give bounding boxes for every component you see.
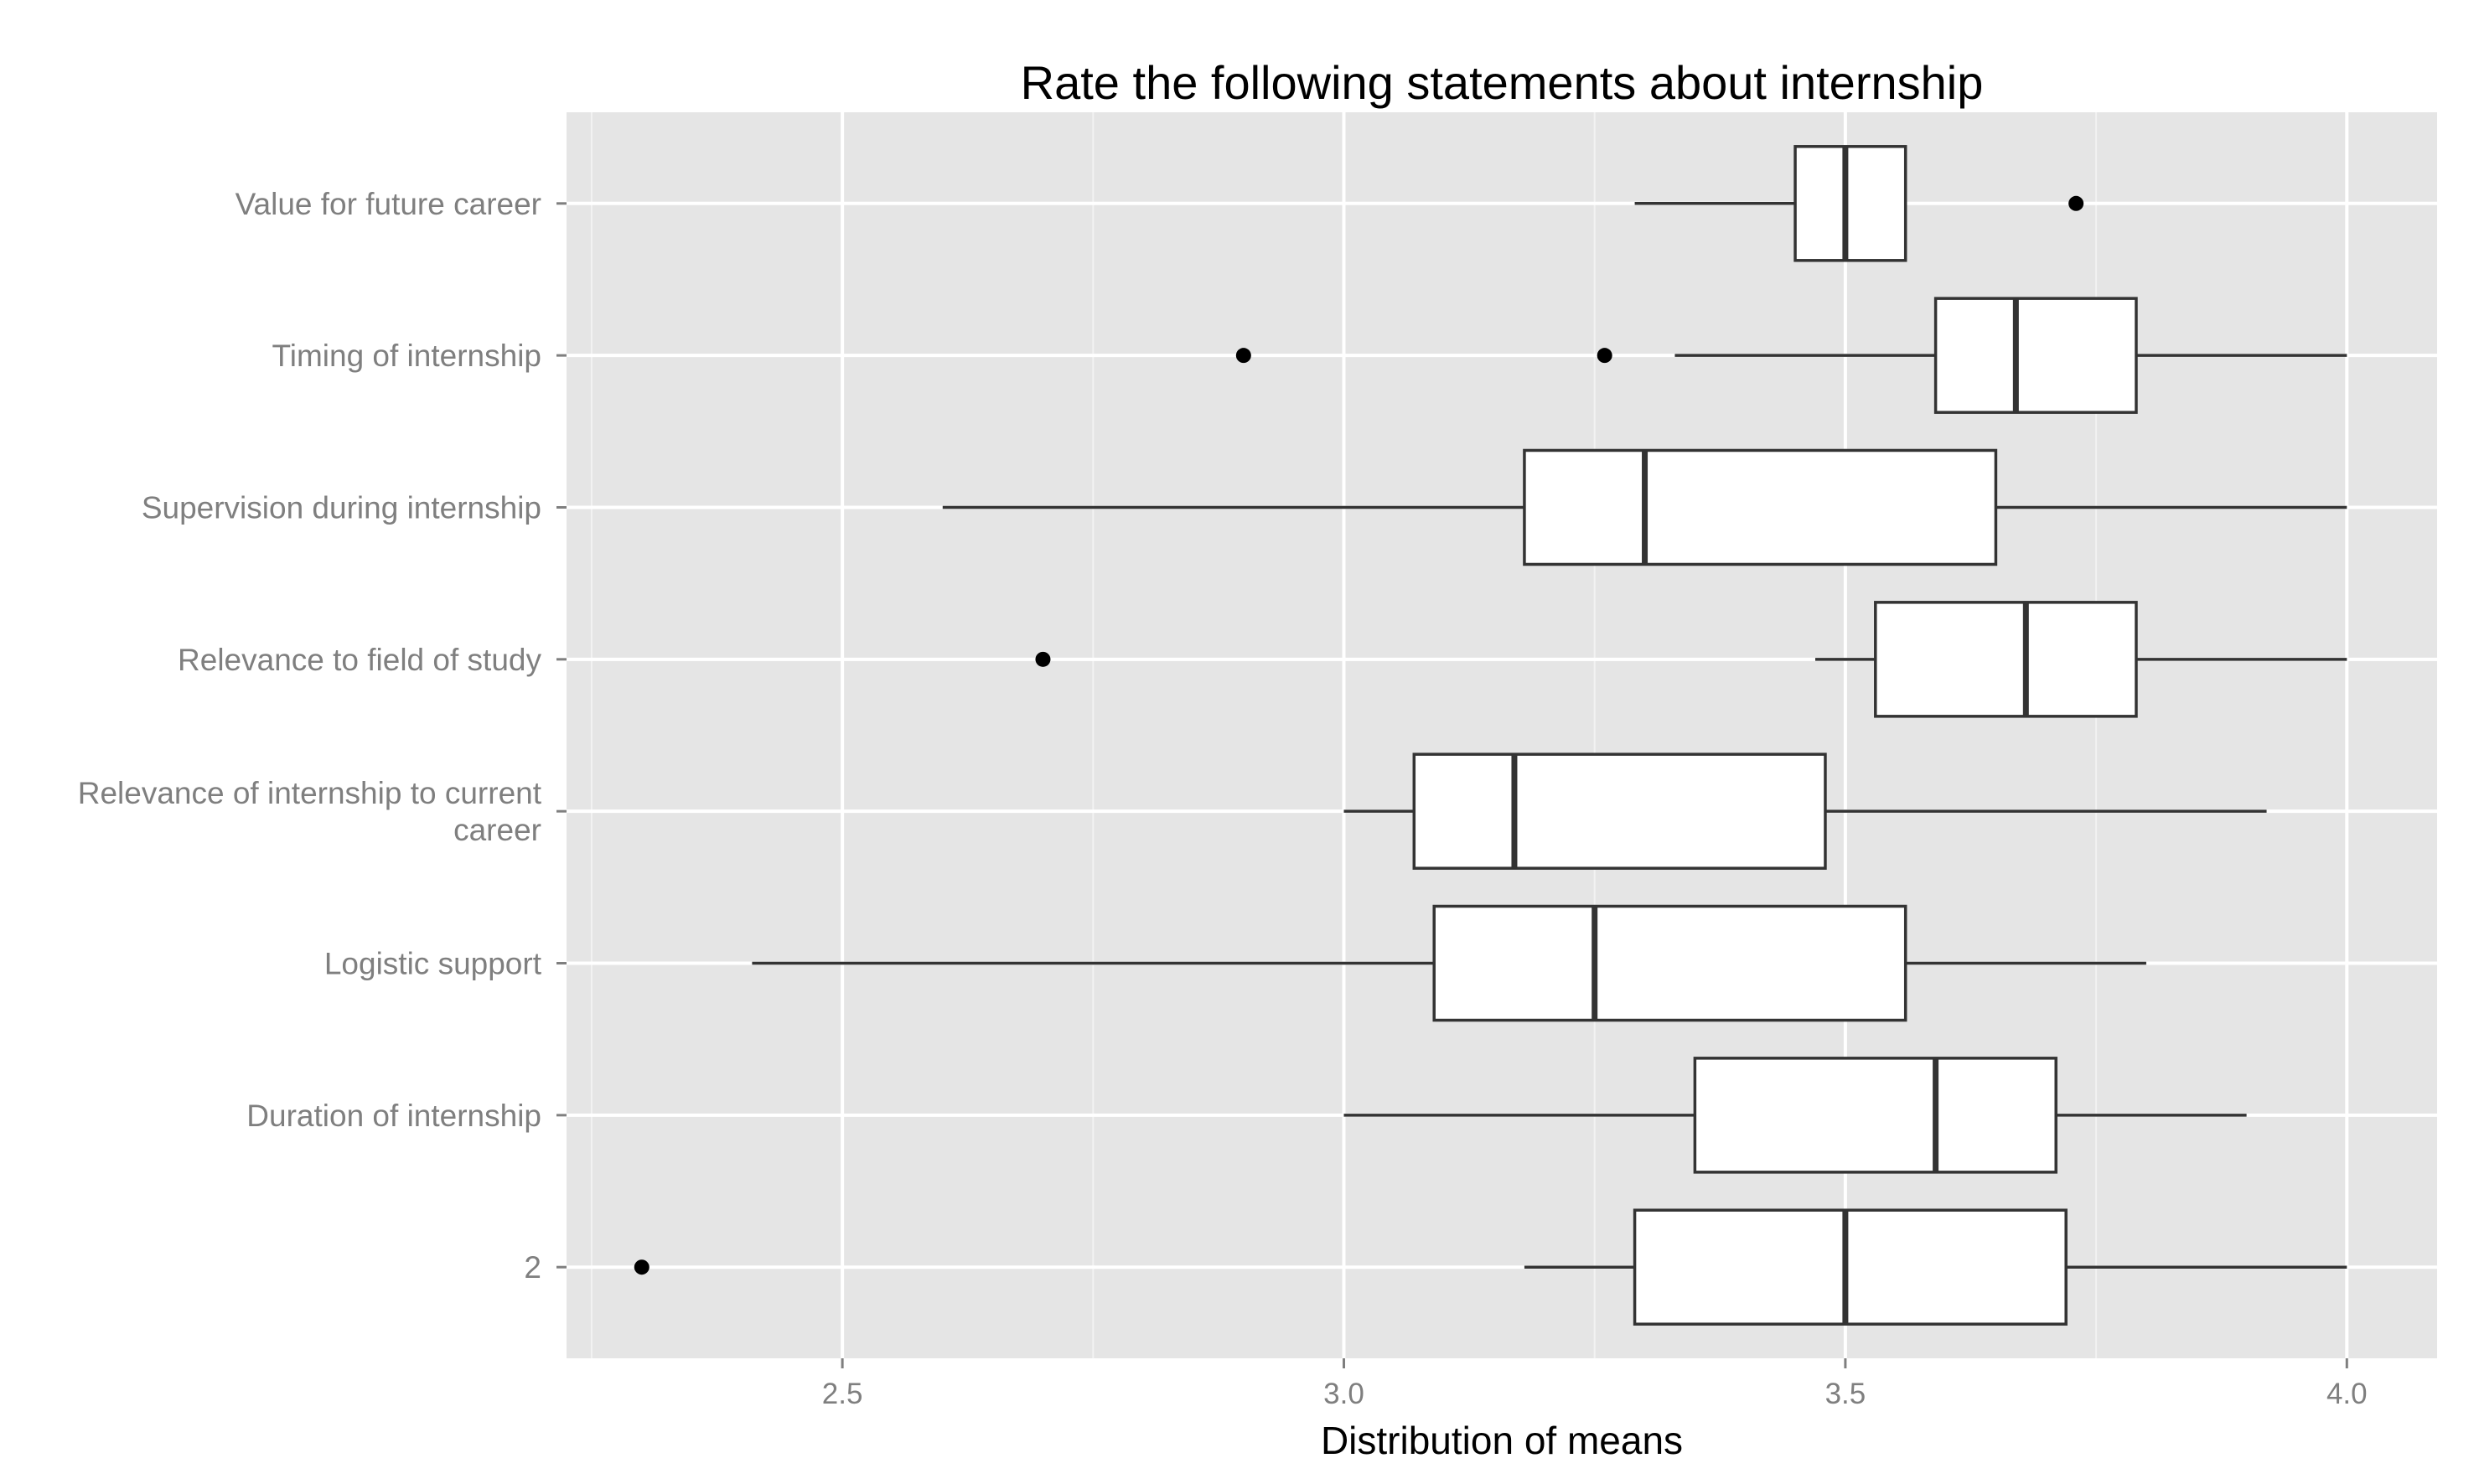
boxplot-group <box>752 904 2146 1022</box>
outlier-point <box>1597 348 1612 364</box>
boxplot-group <box>1343 1057 2247 1174</box>
boxplot-group <box>1235 297 2347 414</box>
boxplot-group <box>634 1208 2347 1326</box>
boxplot-group <box>1343 752 2267 870</box>
plot-panel <box>567 112 2437 1358</box>
outlier-point <box>634 1259 650 1275</box>
x-tick-label: 3.5 <box>1825 1378 1866 1410</box>
outlier-point <box>2068 195 2084 211</box>
outlier-point <box>1035 651 1051 667</box>
boxplot-group <box>1035 601 2347 718</box>
y-tick-label: Relevance of internship to current <box>78 776 542 810</box>
box-iqr <box>1933 297 2138 414</box>
x-tick-label: 2.5 <box>822 1378 863 1410</box>
chart-title: Rate the following statements about inte… <box>1021 56 1984 109</box>
x-axis: 2.5 3.0 3.5 4.0 <box>822 1358 2368 1410</box>
box-iqr <box>1793 145 1907 262</box>
box-iqr <box>1874 601 2138 718</box>
x-tick-label: 3.0 <box>1323 1378 1364 1410</box>
y-tick-label: career <box>453 813 541 847</box>
x-axis-title: Distribution of means <box>1321 1419 1683 1462</box>
box-iqr <box>1633 1208 2068 1326</box>
boxplot-group <box>1634 145 2084 262</box>
boxplot-group <box>942 448 2347 566</box>
y-tick-label: Timing of internship <box>272 339 542 373</box>
y-tick-label: Value for future career <box>235 187 541 221</box>
box-series <box>634 145 2347 1326</box>
y-tick-label: Duration of internship <box>246 1099 541 1133</box>
y-tick-label: 2 <box>524 1250 541 1285</box>
box-iqr <box>1523 448 1998 566</box>
y-tick-label: Supervision during internship <box>142 490 541 525</box>
outlier-point <box>1235 348 1251 364</box>
box-iqr <box>1693 1057 2057 1174</box>
box-iqr <box>1412 752 1827 870</box>
y-tick-label: Relevance to field of study <box>178 643 541 677</box>
y-tick-label: Logistic support <box>324 947 542 981</box>
x-tick-label: 4.0 <box>2326 1378 2368 1410</box>
box-iqr <box>1432 904 1907 1022</box>
y-axis: Value for future career Timing of interns… <box>78 187 567 1285</box>
